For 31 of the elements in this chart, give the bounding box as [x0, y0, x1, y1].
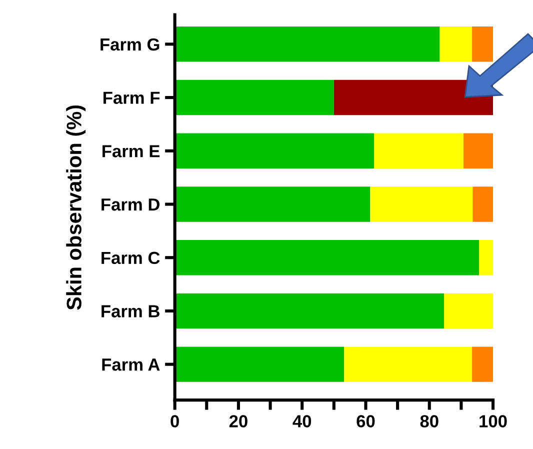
x-tick-label: 100	[480, 415, 507, 428]
x-tick-label: 0	[170, 415, 179, 428]
bar	[479, 240, 494, 276]
y-tick-label: Farm F	[104, 92, 160, 104]
bar	[174, 26, 440, 62]
y-tick-label: Farm C	[102, 252, 160, 264]
y-tick-label: Farm G	[100, 38, 160, 51]
y-tick-label: Farm B	[102, 305, 160, 318]
bar	[374, 133, 464, 168]
bar	[174, 80, 334, 116]
x-tick-label: 80	[420, 415, 438, 428]
y-tick-label: Farm E	[102, 145, 160, 158]
x-tick-label: 40	[292, 415, 312, 428]
bar	[344, 346, 472, 382]
bar	[174, 293, 444, 329]
bar	[463, 133, 494, 168]
x-tick-label: 20	[229, 415, 248, 428]
bar	[440, 26, 472, 62]
bar	[472, 186, 494, 222]
bar	[444, 293, 494, 329]
y-axis-title: Skin observation (%)	[66, 105, 86, 310]
x-tick-label: 60	[356, 415, 375, 428]
bar	[174, 133, 374, 168]
bar	[174, 240, 480, 276]
y-tick-label: Farm D	[102, 198, 160, 211]
bar	[174, 346, 344, 382]
bar	[370, 186, 473, 222]
bar	[174, 186, 370, 222]
bar	[472, 26, 494, 62]
bar	[472, 346, 494, 382]
y-tick-label: Farm A	[102, 358, 160, 371]
